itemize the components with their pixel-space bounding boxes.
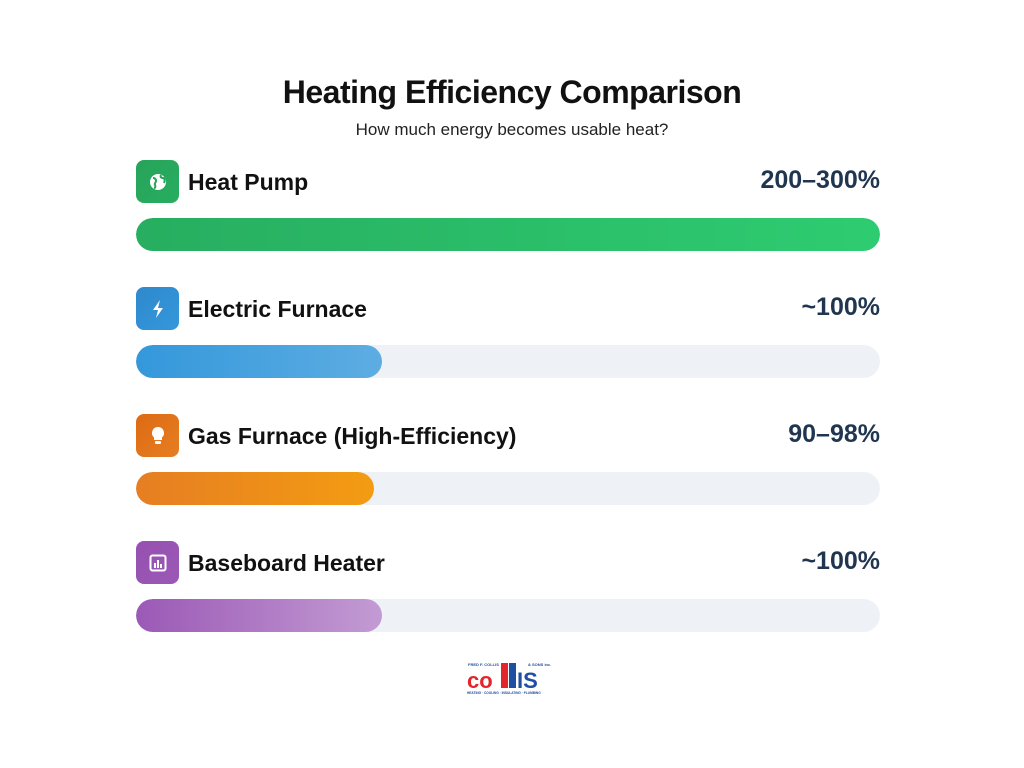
lightning-icon: [136, 287, 179, 330]
progress-fill: [136, 345, 382, 378]
collis-logo: FRED F. COLLIS & SONS inc. co IS HEATING…: [467, 662, 551, 695]
svg-text:HEATING · COOLING · INSULATING: HEATING · COOLING · INSULATING · PLUMBIN…: [467, 691, 541, 695]
svg-text:& SONS inc.: & SONS inc.: [528, 662, 551, 667]
svg-text:IS: IS: [517, 668, 538, 693]
row-value: 200–300%: [760, 166, 880, 194]
progress-track: [136, 218, 880, 251]
row-value: ~100%: [801, 547, 880, 575]
progress-fill: [136, 472, 375, 505]
chart-icon: [136, 541, 179, 584]
row-value: ~100%: [801, 293, 880, 321]
efficiency-row: Baseboard Heater ~100%: [136, 541, 880, 633]
row-label: Baseboard Heater: [188, 550, 385, 576]
efficiency-row: Electric Furnace ~100%: [136, 287, 880, 379]
svg-text:co: co: [467, 668, 493, 693]
lightbulb-icon: [136, 414, 179, 457]
row-label: Heat Pump: [188, 169, 309, 195]
svg-text:FRED F. COLLIS: FRED F. COLLIS: [468, 662, 499, 667]
progress-fill: [136, 218, 880, 251]
globe-icon: [136, 160, 179, 203]
progress-track: [136, 599, 880, 632]
page-title: Heating Efficiency Comparison: [282, 74, 742, 110]
row-label: Gas Furnace (High-Efficiency): [188, 423, 517, 449]
page-subtitle: How much energy becomes usable heat?: [355, 120, 669, 139]
row-value: 90–98%: [788, 420, 880, 448]
efficiency-row: Heat Pump 200–300%: [136, 160, 880, 252]
progress-track: [136, 472, 880, 505]
progress-track: [136, 345, 880, 378]
row-label: Electric Furnace: [188, 296, 367, 322]
efficiency-row: Gas Furnace (High-Efficiency) 90–98%: [136, 414, 880, 506]
progress-fill: [136, 599, 382, 632]
